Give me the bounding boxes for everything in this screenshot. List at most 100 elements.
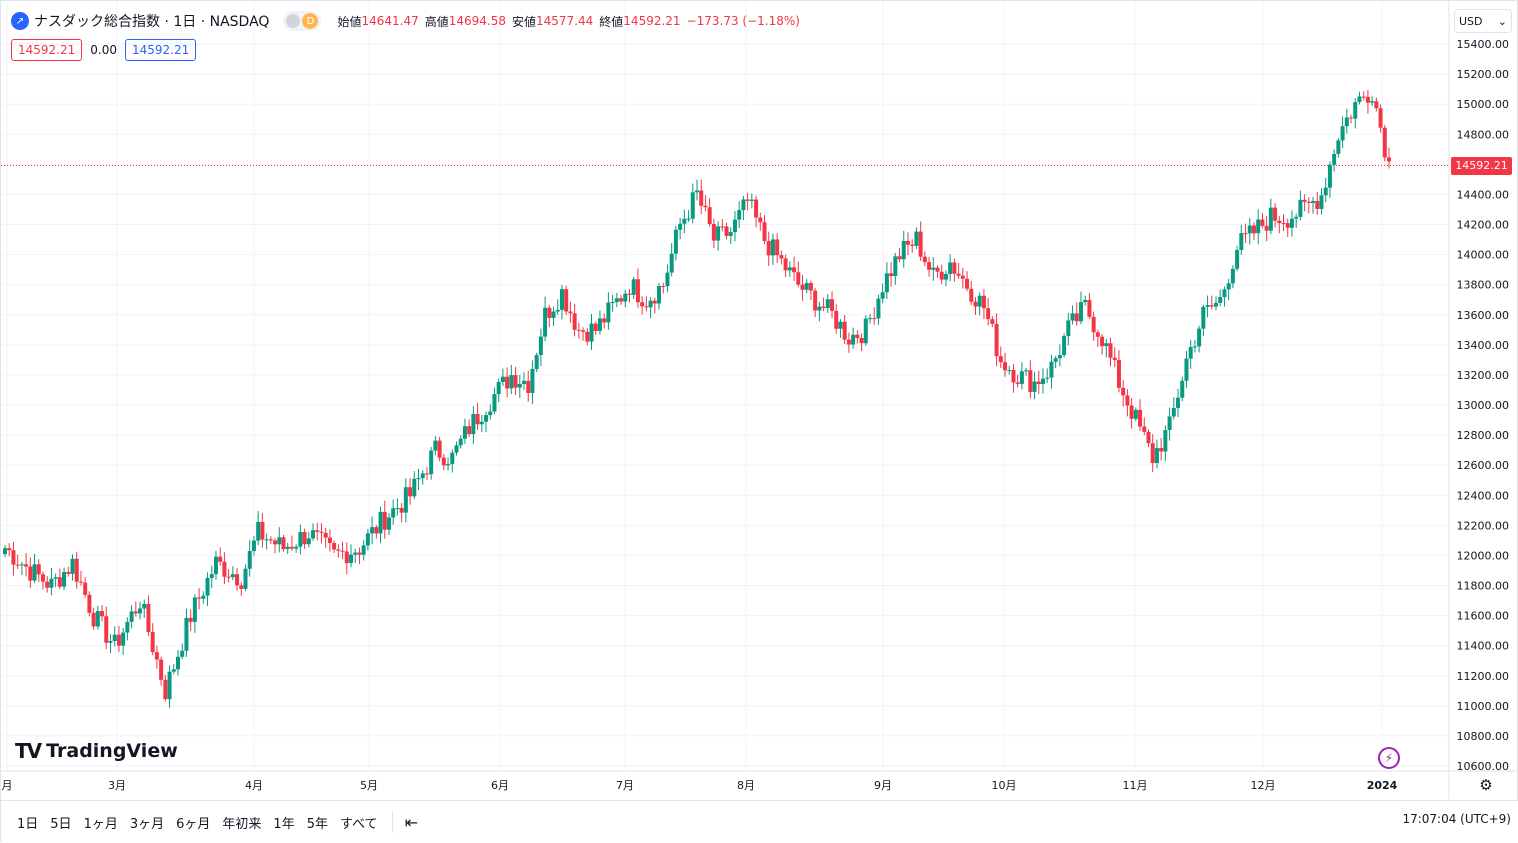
candle-body	[1302, 199, 1307, 202]
candle-body	[661, 286, 666, 288]
range-button-5[interactable]: 年初来	[222, 816, 262, 832]
candle-body	[323, 532, 328, 538]
candle-body	[783, 258, 788, 271]
candle-body	[1268, 207, 1273, 231]
candle-body	[40, 574, 45, 582]
candle-body	[1323, 187, 1328, 196]
tradingview-logo[interactable]: TV TradingView	[15, 739, 178, 763]
candle-body	[627, 293, 632, 295]
candle-body	[821, 306, 826, 309]
candle-body	[104, 616, 109, 643]
candle-body	[1235, 250, 1240, 269]
candle-body	[792, 267, 797, 273]
range-button-2[interactable]: 1ヶ月	[83, 816, 118, 832]
candle-body	[749, 199, 754, 201]
candle-body	[1226, 283, 1231, 290]
y-tick-label: 12600.00	[1457, 459, 1510, 472]
candle-body	[1074, 313, 1079, 322]
candle-body	[332, 542, 337, 550]
candle-body	[1032, 381, 1037, 392]
candle-body	[1070, 313, 1075, 321]
candle-body	[121, 632, 126, 646]
candle-body	[302, 532, 307, 545]
candle-body	[125, 621, 130, 633]
candle-body	[424, 473, 429, 475]
candle-body	[631, 279, 636, 295]
range-button-7[interactable]: 5年	[306, 816, 328, 832]
clock-display[interactable]: 17:07:04 (UTC+9)	[1402, 812, 1511, 826]
change-value: −173.73 (−1.18%)	[686, 14, 800, 28]
calendar-goto-icon[interactable]: ⇤	[404, 812, 418, 832]
candle-body	[943, 273, 948, 280]
x-tick-label: 9月	[874, 779, 892, 792]
candle-body	[1112, 357, 1117, 360]
candle-body	[766, 240, 771, 256]
candle-body	[897, 256, 902, 260]
candle-body	[796, 272, 801, 285]
candle-body	[808, 282, 813, 291]
low-value: 14577.44	[536, 14, 594, 28]
candle-body	[374, 527, 379, 534]
candle-body	[551, 311, 556, 318]
candle-body	[965, 278, 970, 289]
candle-body	[294, 546, 299, 549]
candle-body	[488, 411, 493, 416]
x-tick-label: 4月	[245, 779, 263, 792]
candle-body	[458, 438, 463, 446]
candle-body	[1256, 219, 1261, 234]
range-button-6[interactable]: 1年	[273, 816, 295, 832]
candle-body	[133, 611, 138, 614]
candle-body	[762, 222, 767, 241]
x-tick-label: 3月	[108, 779, 126, 792]
candle-body	[365, 533, 370, 546]
sell-price-button[interactable]: 14592.21	[11, 39, 83, 61]
buy-price-button[interactable]: 14592.21	[124, 39, 197, 61]
y-tick-label: 14000.00	[1457, 249, 1510, 262]
candle-body	[1121, 387, 1126, 396]
range-button-1[interactable]: 5日	[50, 816, 72, 832]
candle-body	[340, 550, 345, 552]
candle-body	[589, 323, 594, 342]
candle-body	[256, 521, 261, 541]
symbol-icon[interactable]: ↗	[11, 12, 29, 30]
candle-body	[28, 566, 33, 581]
candle-body	[230, 574, 235, 578]
candle-body	[1159, 448, 1164, 452]
candle-body	[893, 256, 898, 277]
candle-body	[973, 301, 978, 307]
candle-body	[868, 318, 872, 320]
symbol-header: ↗ ナスダック総合指数 · 1日 · NASDAQ D 始値 14641.47 …	[11, 9, 806, 33]
settings-gear-icon[interactable]: ⚙	[1479, 776, 1493, 794]
candle-body	[969, 288, 974, 302]
candle-body	[412, 478, 417, 497]
candle-body	[1298, 199, 1303, 217]
range-button-8[interactable]: すべて	[339, 816, 378, 832]
candle-body	[264, 539, 269, 541]
candle-body	[543, 307, 548, 337]
candle-body	[530, 368, 535, 393]
candle-body	[863, 318, 868, 344]
candle-body	[209, 574, 214, 579]
currency-select[interactable]: USD ⌄	[1454, 9, 1512, 33]
candle-body	[559, 289, 564, 310]
candle-body	[311, 530, 316, 539]
candle-body	[602, 318, 607, 323]
range-button-4[interactable]: 6ヶ月	[176, 816, 211, 832]
candle-body	[15, 564, 20, 566]
candle-body	[87, 594, 92, 613]
symbol-title[interactable]: ナスダック総合指数 · 1日 · NASDAQ	[34, 14, 270, 30]
range-button-0[interactable]: 1日	[17, 816, 39, 832]
candle-body	[197, 597, 202, 599]
candle-body	[1243, 233, 1248, 235]
lightning-icon[interactable]: ⚡	[1378, 747, 1400, 769]
market-status-pill[interactable]: D	[283, 11, 322, 31]
candle-body	[800, 284, 805, 290]
candle-body	[657, 286, 662, 304]
candle-body	[855, 334, 860, 339]
candle-body	[32, 564, 37, 581]
range-button-3[interactable]: 3ヶ月	[129, 816, 165, 832]
candle-body	[538, 336, 543, 356]
candle-body	[1222, 289, 1227, 298]
